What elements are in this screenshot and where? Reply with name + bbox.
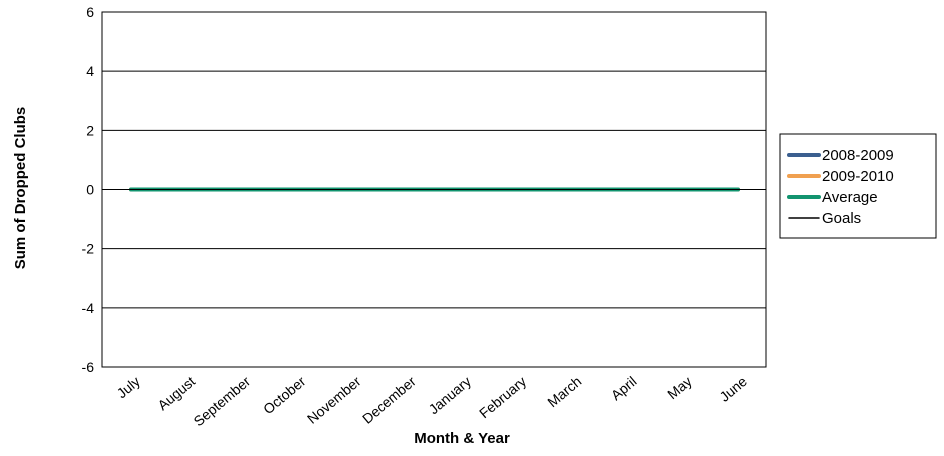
x-tick-label: October: [260, 373, 309, 417]
x-tick-label: March: [544, 373, 584, 410]
x-tick-label: April: [608, 373, 640, 403]
legend-label: 2009-2010: [822, 168, 894, 185]
x-tick-label: November: [304, 373, 364, 427]
legend-box: [779, 133, 937, 239]
legend-label: Average: [822, 189, 878, 206]
y-tick-label: 0: [86, 182, 94, 198]
y-tick-label: -6: [82, 359, 95, 375]
y-tick-label: -4: [82, 300, 95, 316]
x-tick-label: September: [191, 373, 254, 429]
legend-label: 2008-2009: [822, 147, 894, 164]
y-tick-label: 6: [86, 4, 94, 20]
x-tick-label: August: [154, 373, 198, 413]
y-tick-label: 4: [86, 63, 94, 79]
x-tick-label: July: [114, 373, 143, 401]
x-tick-label: February: [476, 373, 529, 421]
x-tick-label: December: [359, 373, 419, 427]
y-tick-label: -2: [82, 241, 95, 257]
x-tick-label: June: [716, 373, 750, 405]
y-tick-label: 2: [86, 122, 94, 138]
x-axis-title: Month & Year: [414, 430, 510, 447]
y-axis-tick-labels: 6 4 2 0 -2 -4 -6: [82, 4, 95, 375]
legend-label: Goals: [822, 210, 861, 227]
x-tick-label: May: [664, 373, 695, 402]
y-axis-title: Sum of Dropped Clubs: [12, 107, 29, 270]
legend: 2008-2009 2009-2010 Average Goals: [779, 133, 937, 239]
x-tick-label: January: [426, 373, 474, 417]
